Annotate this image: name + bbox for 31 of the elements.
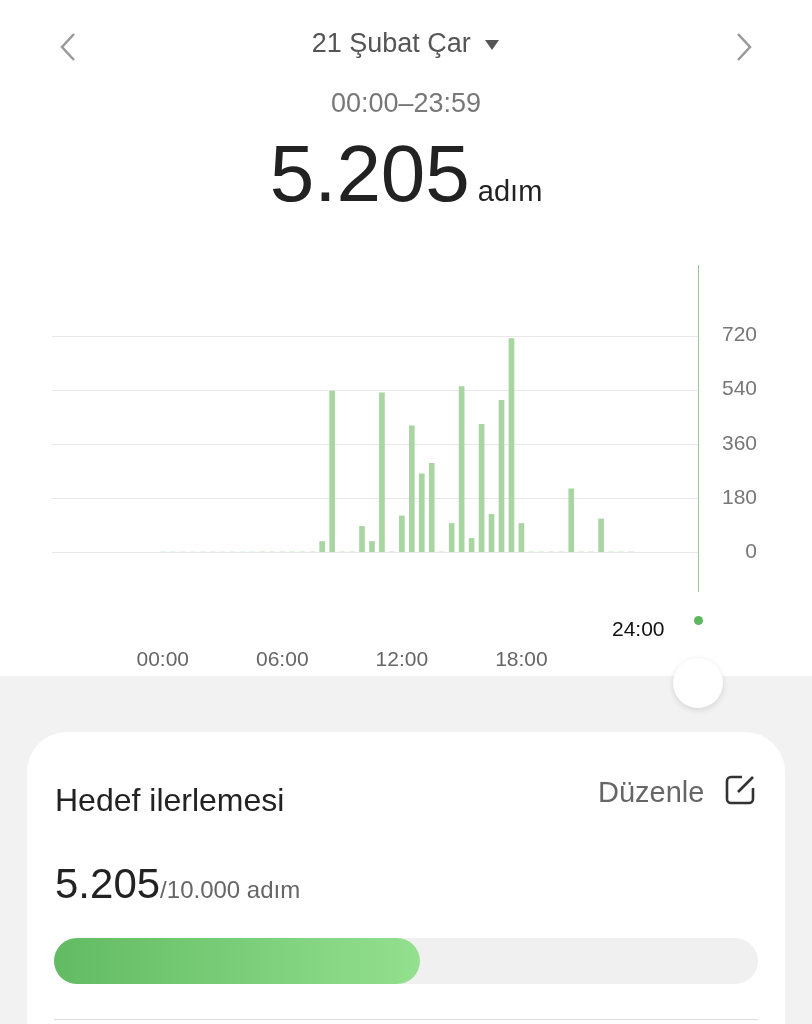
x-tick-label: 18:00 (495, 647, 548, 671)
y-tick-label: 0 (745, 538, 757, 562)
text: 5.205 (55, 860, 161, 907)
text: 5.205 (269, 129, 470, 218)
bar (408, 425, 415, 552)
y-tick-label: 360 (721, 430, 757, 454)
bar (568, 488, 575, 552)
chart-title: 21 Şubat Çar (311, 28, 471, 58)
y-tick-label: 720 (721, 322, 757, 346)
text: 24:00 (612, 617, 665, 641)
text: Hedef ilerlemesi (55, 782, 285, 819)
bar (428, 463, 435, 552)
bar (329, 390, 335, 552)
x-tick-label: 06:00 (256, 647, 309, 671)
bar (359, 526, 365, 552)
x-tick-label: 00:00 (136, 647, 190, 671)
text: /10.000 adım (160, 876, 301, 903)
bar (369, 541, 375, 552)
bar (379, 392, 385, 552)
bar (399, 515, 405, 552)
chart-subtitle: 00:00–23:59 (329, 88, 483, 119)
bar (448, 523, 455, 552)
text: adım (477, 175, 543, 207)
bar (468, 538, 475, 552)
bar (598, 518, 604, 552)
text: Düzenle (598, 776, 705, 808)
bar (418, 473, 425, 552)
y-tick-label: 540 (721, 376, 757, 400)
y-tick-label: 180 (721, 484, 757, 508)
x-tick-label: 12:00 (375, 647, 429, 671)
bar (319, 541, 325, 552)
